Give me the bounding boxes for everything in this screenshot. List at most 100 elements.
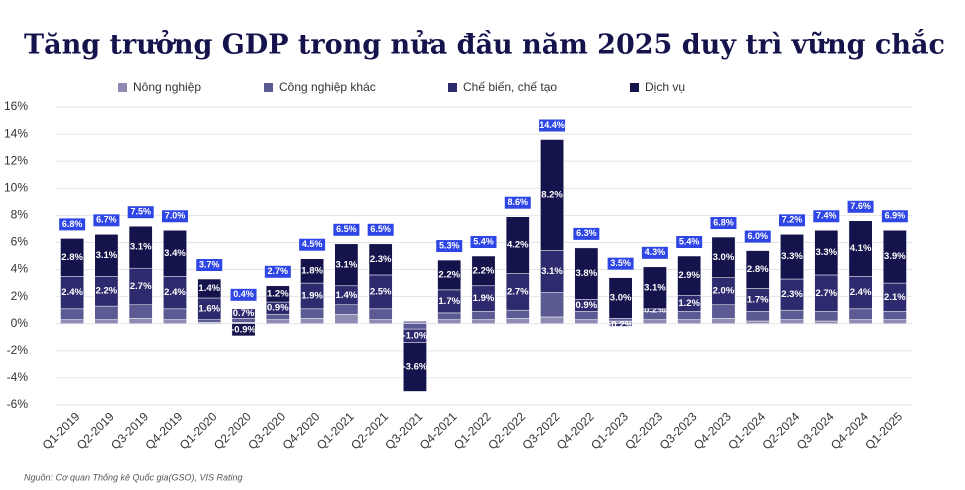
segment-label: -0.9% [231, 324, 256, 335]
total-badge [264, 265, 291, 278]
bar-segment [300, 308, 325, 319]
total-label: 7.5% [130, 207, 151, 217]
bar-segment [505, 216, 530, 274]
total-label: 8.6% [508, 197, 529, 207]
total-label: 3.5% [610, 258, 631, 268]
segment-label: 3.1% [541, 266, 563, 277]
segment-label: 2.7% [130, 281, 152, 292]
segment-label: 8.2% [541, 190, 563, 201]
bar-segment [711, 318, 736, 324]
bar-segment [471, 311, 496, 320]
total-label: 14.4% [539, 120, 565, 130]
bar-segment [334, 243, 359, 287]
total-label: 5.3% [439, 240, 460, 250]
total-badge [127, 206, 154, 219]
total-badge [641, 246, 668, 259]
total-badge [881, 210, 908, 223]
total-label: 3.7% [199, 259, 220, 269]
total-label: 6.5% [370, 224, 391, 234]
segment-label: 2.3% [370, 254, 392, 265]
x-tick-label: Q1-2025 [862, 409, 905, 452]
bar-segment [197, 319, 222, 323]
total-label: 6.5% [336, 224, 357, 234]
y-tick-label: 8% [11, 208, 29, 222]
bar-segment [848, 308, 873, 320]
y-tick-label: 10% [4, 180, 28, 194]
segment-label: 1.9% [301, 290, 323, 301]
chart-title: Tăng trưởng GDP trong nửa đầu năm 2025 d… [24, 28, 945, 61]
segment-label: 1.4% [336, 290, 358, 301]
bar-segment [163, 230, 187, 277]
bar-segment [60, 308, 85, 320]
bar-segment [780, 319, 804, 324]
segment-label: 2.4% [850, 287, 872, 298]
bar-segment [94, 234, 119, 277]
segment-label: 1.6% [198, 303, 220, 314]
segment-label: 3.0% [610, 293, 632, 304]
total-badge [504, 196, 531, 209]
total-badge [710, 217, 737, 230]
total-label: 7.2% [782, 215, 803, 225]
total-label: 4.3% [645, 247, 666, 257]
legend-label: Nông nghiệp [133, 80, 201, 94]
bar-segment [642, 319, 667, 324]
bar-segment [848, 220, 873, 277]
segment-label: 2.3% [781, 289, 803, 300]
segment-label: 1.7% [438, 296, 460, 307]
segment-label: 3.8% [576, 268, 598, 279]
y-tick-label: 2% [11, 289, 29, 303]
bar-segment [540, 316, 564, 324]
bar-segment [128, 225, 153, 269]
total-label: 2.7% [268, 266, 289, 276]
segment-label: -1.0% [403, 330, 428, 341]
total-label: 5.4% [473, 236, 494, 246]
segment-label: 3.1% [130, 242, 152, 253]
bar-segment [814, 230, 839, 276]
bar-segment [780, 234, 804, 280]
bar-segment [128, 318, 153, 324]
segment-label: 1.8% [301, 265, 323, 276]
bar-segment [437, 319, 462, 324]
total-badge [333, 223, 360, 236]
bar-segment [882, 319, 907, 324]
bar-segment [368, 243, 393, 276]
segment-label: 3.9% [884, 251, 906, 262]
y-tick-label: 12% [4, 153, 28, 167]
bar-segment [848, 319, 873, 324]
segment-label: 2.0% [713, 286, 735, 297]
total-badge [299, 238, 326, 251]
bar-segment [368, 308, 393, 320]
total-badge [847, 200, 874, 213]
bar-segment [403, 342, 427, 392]
bar-segment [471, 319, 496, 324]
segment-label: 2.4% [164, 287, 186, 298]
y-tick-label: -2% [7, 343, 29, 357]
bar-segment [300, 258, 325, 284]
bar-segment [574, 247, 599, 300]
bar-segment [505, 318, 530, 324]
bar-segment [745, 320, 770, 324]
bar-segment [128, 304, 153, 319]
segment-label: 2.2% [473, 265, 495, 276]
bar-segment [677, 319, 702, 324]
total-label: 7.4% [816, 211, 837, 221]
total-badge [230, 288, 257, 301]
bar-segment [231, 323, 256, 337]
bar-segment [574, 319, 599, 324]
bar-segment [540, 292, 564, 318]
total-label: 6.3% [576, 228, 597, 238]
legend-swatch [630, 83, 639, 92]
segment-label: 3.0% [713, 252, 735, 263]
bar-segment [437, 312, 462, 320]
total-badge [161, 210, 188, 223]
legend-label: Công nghiệp khác [279, 80, 376, 94]
bar-segment [334, 304, 359, 315]
bar-segment [471, 255, 496, 287]
source-note: Nguồn: Cơ quan Thống kê Quốc gia(GSO), V… [24, 472, 243, 482]
y-tick-label: 16% [4, 99, 28, 113]
total-badge [93, 214, 120, 227]
total-label: 7.0% [165, 211, 186, 221]
bar-segment [231, 308, 256, 319]
segment-label: 1.2% [678, 298, 700, 309]
